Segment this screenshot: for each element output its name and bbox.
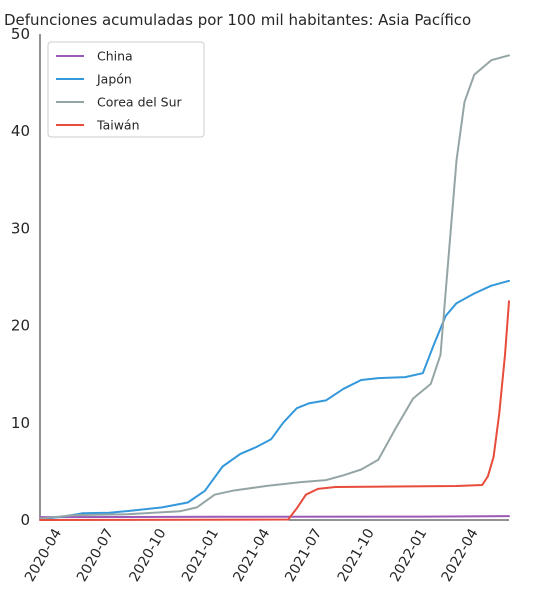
- series-line-2: [39, 54, 510, 520]
- x-tick-label: 2021-07: [282, 526, 325, 585]
- y-tick-label: 0: [20, 511, 30, 529]
- legend-label: Japón: [96, 72, 132, 87]
- x-tick-label: 2020-07: [74, 526, 117, 585]
- x-tick-label: 2020-04: [22, 526, 65, 585]
- legend-label: Corea del Sur: [97, 95, 182, 110]
- x-tick-label: 2022-04: [439, 526, 482, 585]
- series-lines: [39, 54, 510, 521]
- y-tick-label: 40: [11, 122, 30, 140]
- series-line-3: [39, 300, 510, 521]
- y-tick-label: 50: [11, 25, 30, 43]
- legend: China Japón Corea del Sur Taiwán: [47, 41, 205, 138]
- y-tick-label: 20: [11, 317, 30, 335]
- chart-title: Defunciones acumuladas por 100 mil habit…: [4, 11, 471, 29]
- x-tick-label: 2020-10: [126, 526, 169, 585]
- x-tick-label: 2021-01: [179, 526, 222, 585]
- x-tick-label: 2021-04: [230, 526, 273, 585]
- y-tick-label: 10: [11, 414, 30, 432]
- y-tick-label: 30: [11, 219, 30, 237]
- series-line-1: [39, 279, 510, 521]
- legend-label: Taiwán: [96, 118, 140, 133]
- x-tick-label: 2022-01: [387, 526, 430, 585]
- series-line-0: [39, 515, 510, 519]
- legend-label: China: [97, 49, 133, 64]
- x-tick-label: 2021-10: [335, 526, 378, 585]
- legend-box: [47, 41, 205, 138]
